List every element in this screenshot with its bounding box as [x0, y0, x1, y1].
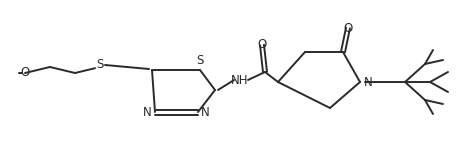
- Text: N: N: [201, 105, 210, 118]
- Text: S: S: [196, 54, 204, 67]
- Text: S: S: [96, 59, 104, 72]
- Text: N: N: [143, 105, 152, 118]
- Text: NH: NH: [231, 73, 249, 87]
- Text: N: N: [364, 76, 373, 89]
- Text: O: O: [344, 21, 352, 35]
- Text: O: O: [20, 66, 29, 80]
- Text: O: O: [258, 38, 266, 52]
